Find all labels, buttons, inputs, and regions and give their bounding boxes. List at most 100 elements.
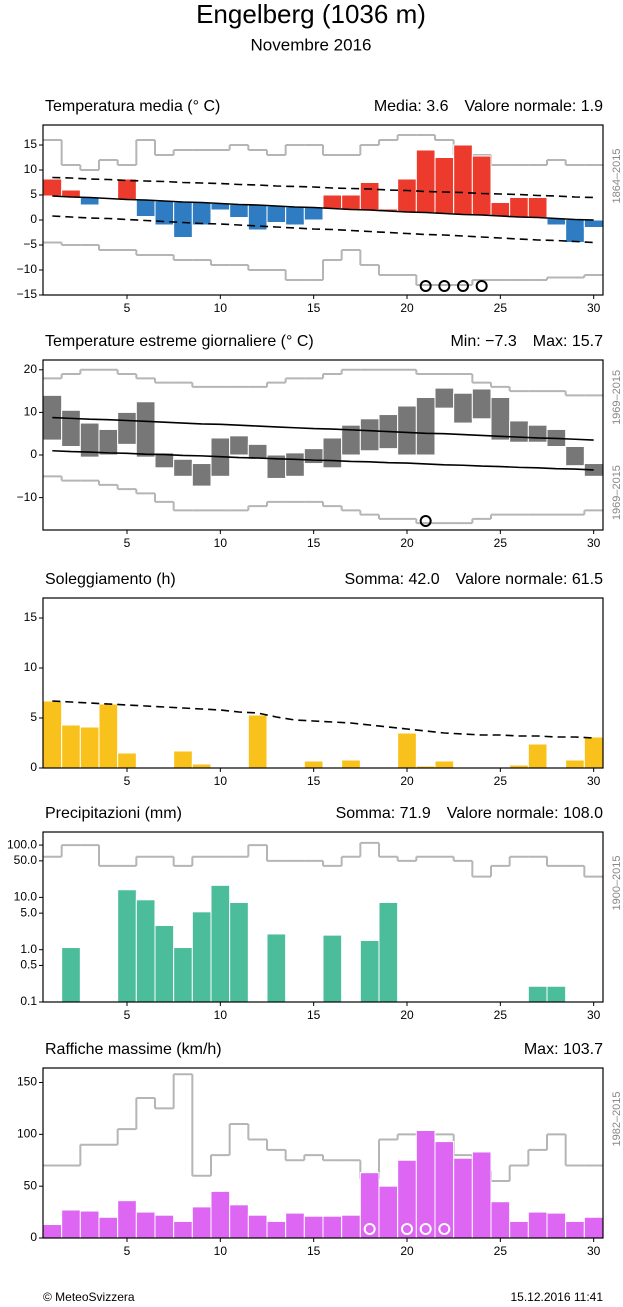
y-tick-label: 100 <box>17 1127 37 1141</box>
bar <box>61 724 81 768</box>
plot-frame <box>42 359 604 531</box>
y-tick-label: 50.0 <box>14 853 38 867</box>
record-marker <box>438 280 451 292</box>
x-tick-label: 15 <box>307 301 321 315</box>
range-bar <box>322 437 343 469</box>
range-bar <box>173 458 193 477</box>
x-tick-label: 10 <box>214 301 228 315</box>
bar <box>415 1130 436 1238</box>
range-bar <box>117 411 137 445</box>
y-tick-label: 50 <box>24 1178 38 1192</box>
period-label: 1900–2015 <box>611 855 623 910</box>
x-tick-label: 15 <box>307 1244 321 1258</box>
plot <box>43 134 603 292</box>
bar <box>546 1212 567 1238</box>
bar <box>322 194 343 209</box>
bar <box>565 219 585 243</box>
x-tick-label: 30 <box>587 1008 601 1022</box>
x-tick-label: 5 <box>124 301 131 315</box>
panel-stat: Media: 3.6 <box>374 98 449 115</box>
bar <box>229 1204 249 1238</box>
bar <box>359 1172 380 1238</box>
bar <box>583 1216 603 1238</box>
bar <box>583 736 603 768</box>
bar <box>453 1157 473 1238</box>
bar <box>341 194 361 210</box>
bar <box>61 1209 81 1238</box>
range-bar <box>397 405 417 456</box>
plot <box>43 368 603 527</box>
plot <box>43 1073 603 1238</box>
bar <box>527 1211 548 1238</box>
bar <box>266 205 287 223</box>
bar <box>43 178 63 197</box>
bar <box>154 1214 175 1238</box>
bar <box>359 939 380 1002</box>
bar <box>135 199 156 217</box>
bar <box>135 899 156 1002</box>
page-title: Engelberg (1036 m) <box>196 0 426 29</box>
bar <box>285 206 305 226</box>
range-bar <box>61 409 81 447</box>
bar <box>565 759 585 768</box>
plot <box>43 700 603 768</box>
x-tick-label: 5 <box>124 1008 131 1022</box>
reference-line <box>52 449 594 471</box>
bar <box>434 157 455 214</box>
range-bar <box>98 428 119 456</box>
bar <box>247 714 268 768</box>
bar <box>341 1214 361 1238</box>
period-label: 1864–2015 <box>611 148 623 203</box>
bar <box>546 985 567 1002</box>
y-tick-label: 0 <box>30 447 37 461</box>
record-marker <box>457 280 469 292</box>
bar <box>229 901 249 1002</box>
record-marker <box>419 515 432 527</box>
bar <box>191 1206 212 1238</box>
x-tick-label: 20 <box>400 301 414 315</box>
bar <box>471 155 492 216</box>
x-tick-label: 30 <box>587 774 601 788</box>
x-tick-label: 10 <box>214 1244 228 1258</box>
bar <box>583 219 603 228</box>
panel-stat: Max: 15.7 <box>533 333 603 350</box>
panel-title: Soleggiamento (h) <box>45 571 176 588</box>
y-tick-label: −10 <box>17 262 38 276</box>
y-tick-label: 0.5 <box>20 958 37 972</box>
bar <box>397 732 417 768</box>
bar <box>453 144 473 215</box>
record-marker <box>475 280 488 292</box>
bar <box>117 178 137 200</box>
bar <box>191 911 212 1002</box>
x-tick-label: 5 <box>124 1244 131 1258</box>
panel-stat: Somma: 71.9 <box>336 805 431 822</box>
x-tick-label: 30 <box>587 301 601 315</box>
bar <box>210 884 231 1002</box>
y-tick-label: 5 <box>30 710 37 724</box>
y-tick-label: 1.0 <box>20 942 37 956</box>
bar <box>527 985 548 1002</box>
x-tick-label: 10 <box>214 1008 228 1022</box>
range-bar <box>415 396 436 456</box>
bar <box>98 703 119 768</box>
y-tick-label: 20 <box>24 362 38 376</box>
range-bar <box>434 387 455 409</box>
y-tick-label: 5.0 <box>20 905 37 919</box>
bar <box>285 1212 305 1238</box>
bar <box>117 752 137 768</box>
plot-frame <box>42 124 604 296</box>
range-bar <box>303 448 324 465</box>
plot-frame <box>42 597 604 769</box>
record-marker <box>363 1223 376 1235</box>
bar <box>43 1224 63 1238</box>
x-tick-label: 5 <box>124 536 131 550</box>
page-subtitle: Novembre 2016 <box>251 35 372 54</box>
bar <box>490 202 511 217</box>
bar <box>173 947 193 1002</box>
plot <box>43 841 603 1002</box>
bar <box>173 750 193 768</box>
y-tick-label: 10 <box>24 660 38 674</box>
x-tick-label: 30 <box>587 536 601 550</box>
bar <box>61 947 81 1002</box>
panel-stat: Min: −7.3 <box>450 333 516 350</box>
